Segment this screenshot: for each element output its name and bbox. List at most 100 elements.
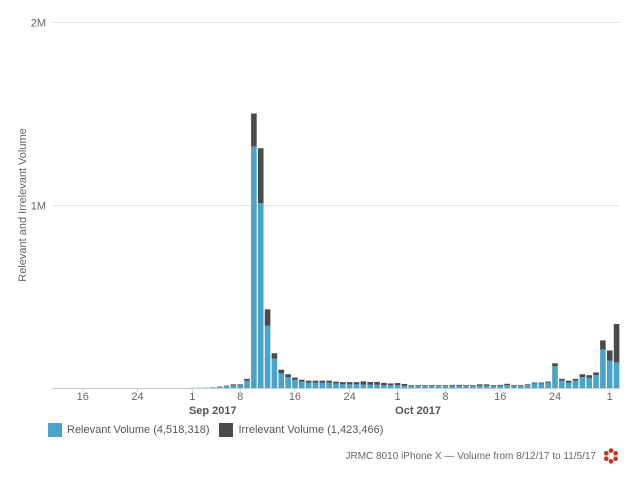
bar-irrelevant[interactable] [374, 381, 380, 385]
bar-irrelevant[interactable] [223, 385, 230, 387]
bar-irrelevant[interactable] [552, 363, 558, 367]
bar-irrelevant[interactable] [237, 384, 243, 386]
bar-relevant[interactable] [497, 385, 504, 388]
bar-relevant[interactable] [360, 384, 367, 388]
bar-irrelevant[interactable] [442, 385, 449, 387]
bar-irrelevant[interactable] [415, 385, 421, 387]
bar-relevant[interactable] [374, 384, 380, 388]
bar-relevant[interactable] [285, 377, 291, 388]
bar-irrelevant[interactable] [456, 384, 462, 386]
bar-irrelevant[interactable] [346, 382, 353, 385]
bar-relevant[interactable] [531, 383, 538, 388]
bar-irrelevant[interactable] [429, 385, 435, 387]
bar-relevant[interactable] [442, 386, 449, 388]
bar-irrelevant[interactable] [353, 382, 360, 385]
bar-relevant[interactable] [559, 380, 565, 388]
bar-irrelevant[interactable] [449, 384, 456, 386]
bar-relevant[interactable] [422, 386, 428, 388]
bar-irrelevant[interactable] [531, 382, 538, 384]
bar-irrelevant[interactable] [264, 309, 271, 326]
bar-relevant[interactable] [600, 349, 606, 388]
bar-relevant[interactable] [387, 385, 394, 388]
bar-irrelevant[interactable] [312, 380, 319, 383]
bar-relevant[interactable] [415, 386, 421, 388]
bar-irrelevant[interactable] [367, 381, 374, 385]
bar-irrelevant[interactable] [600, 340, 606, 350]
bar-irrelevant[interactable] [333, 381, 339, 384]
bar-relevant[interactable] [216, 386, 223, 388]
bar-irrelevant[interactable] [251, 113, 257, 147]
bar-relevant[interactable] [524, 385, 531, 388]
bar-relevant[interactable] [251, 146, 257, 388]
bar-relevant[interactable] [429, 386, 435, 388]
bar-irrelevant[interactable] [593, 372, 599, 376]
bar-irrelevant[interactable] [422, 385, 428, 387]
bar-relevant[interactable] [517, 386, 524, 388]
bar-relevant[interactable] [470, 386, 476, 388]
bar-irrelevant[interactable] [394, 383, 401, 386]
bar-relevant[interactable] [271, 358, 278, 388]
bar-relevant[interactable] [278, 373, 285, 388]
bar-relevant[interactable] [346, 384, 353, 388]
bar-relevant[interactable] [545, 382, 551, 388]
bar-irrelevant[interactable] [483, 384, 490, 386]
bar-relevant[interactable] [435, 386, 442, 388]
bar-irrelevant[interactable] [504, 383, 510, 386]
bar-relevant[interactable] [490, 386, 497, 388]
bar-irrelevant[interactable] [285, 374, 291, 378]
bar-relevant[interactable] [244, 380, 250, 388]
bar-relevant[interactable] [394, 385, 401, 388]
bar-relevant[interactable] [476, 385, 483, 388]
bar-irrelevant[interactable] [613, 323, 620, 363]
bar-irrelevant[interactable] [408, 385, 415, 387]
bar-relevant[interactable] [312, 382, 319, 388]
bar-relevant[interactable] [572, 380, 579, 388]
bar-irrelevant[interactable] [230, 384, 237, 386]
bar-relevant[interactable] [613, 362, 620, 388]
bar-irrelevant[interactable] [340, 382, 346, 384]
bar-irrelevant[interactable] [476, 384, 483, 386]
bar-irrelevant[interactable] [490, 385, 497, 387]
bar-relevant[interactable] [305, 382, 312, 388]
bar-relevant[interactable] [408, 386, 415, 388]
bar-irrelevant[interactable] [271, 353, 278, 359]
bar-irrelevant[interactable] [257, 148, 264, 204]
bar-irrelevant[interactable] [606, 350, 613, 361]
bar-relevant[interactable] [483, 385, 490, 388]
bar-irrelevant[interactable] [517, 385, 524, 387]
bar-relevant[interactable] [606, 360, 613, 388]
bar-irrelevant[interactable] [538, 382, 545, 384]
bar-relevant[interactable] [223, 386, 230, 388]
bar-irrelevant[interactable] [278, 369, 285, 374]
bar-irrelevant[interactable] [360, 381, 367, 385]
bar-relevant[interactable] [463, 386, 469, 388]
bar-irrelevant[interactable] [579, 374, 586, 378]
bar-irrelevant[interactable] [298, 379, 305, 382]
bar-relevant[interactable] [264, 325, 271, 388]
bar-irrelevant[interactable] [524, 384, 531, 386]
bar-relevant[interactable] [353, 384, 360, 388]
bar-relevant[interactable] [586, 377, 593, 388]
bar-irrelevant[interactable] [401, 383, 408, 386]
bar-irrelevant[interactable] [305, 380, 312, 383]
bar-irrelevant[interactable] [435, 385, 442, 387]
bar-relevant[interactable] [538, 383, 545, 388]
legend-item-relevant[interactable]: Relevant Volume (4,518,318) [48, 423, 209, 437]
bar-relevant[interactable] [456, 385, 462, 388]
bar-relevant[interactable] [511, 386, 517, 388]
bar-relevant[interactable] [367, 384, 374, 388]
bar-relevant[interactable] [326, 382, 332, 388]
bar-irrelevant[interactable] [586, 375, 593, 378]
bar-relevant[interactable] [593, 375, 599, 388]
bar-irrelevant[interactable] [572, 378, 579, 381]
bar-irrelevant[interactable] [545, 381, 551, 383]
bar-irrelevant[interactable] [511, 385, 517, 387]
bar-relevant[interactable] [381, 385, 387, 388]
bar-relevant[interactable] [401, 385, 408, 388]
bar-irrelevant[interactable] [244, 378, 250, 381]
bar-irrelevant[interactable] [292, 377, 298, 380]
bar-relevant[interactable] [210, 387, 216, 388]
bar-irrelevant[interactable] [470, 385, 476, 387]
bar-relevant[interactable] [319, 382, 326, 388]
bar-irrelevant[interactable] [387, 383, 394, 386]
